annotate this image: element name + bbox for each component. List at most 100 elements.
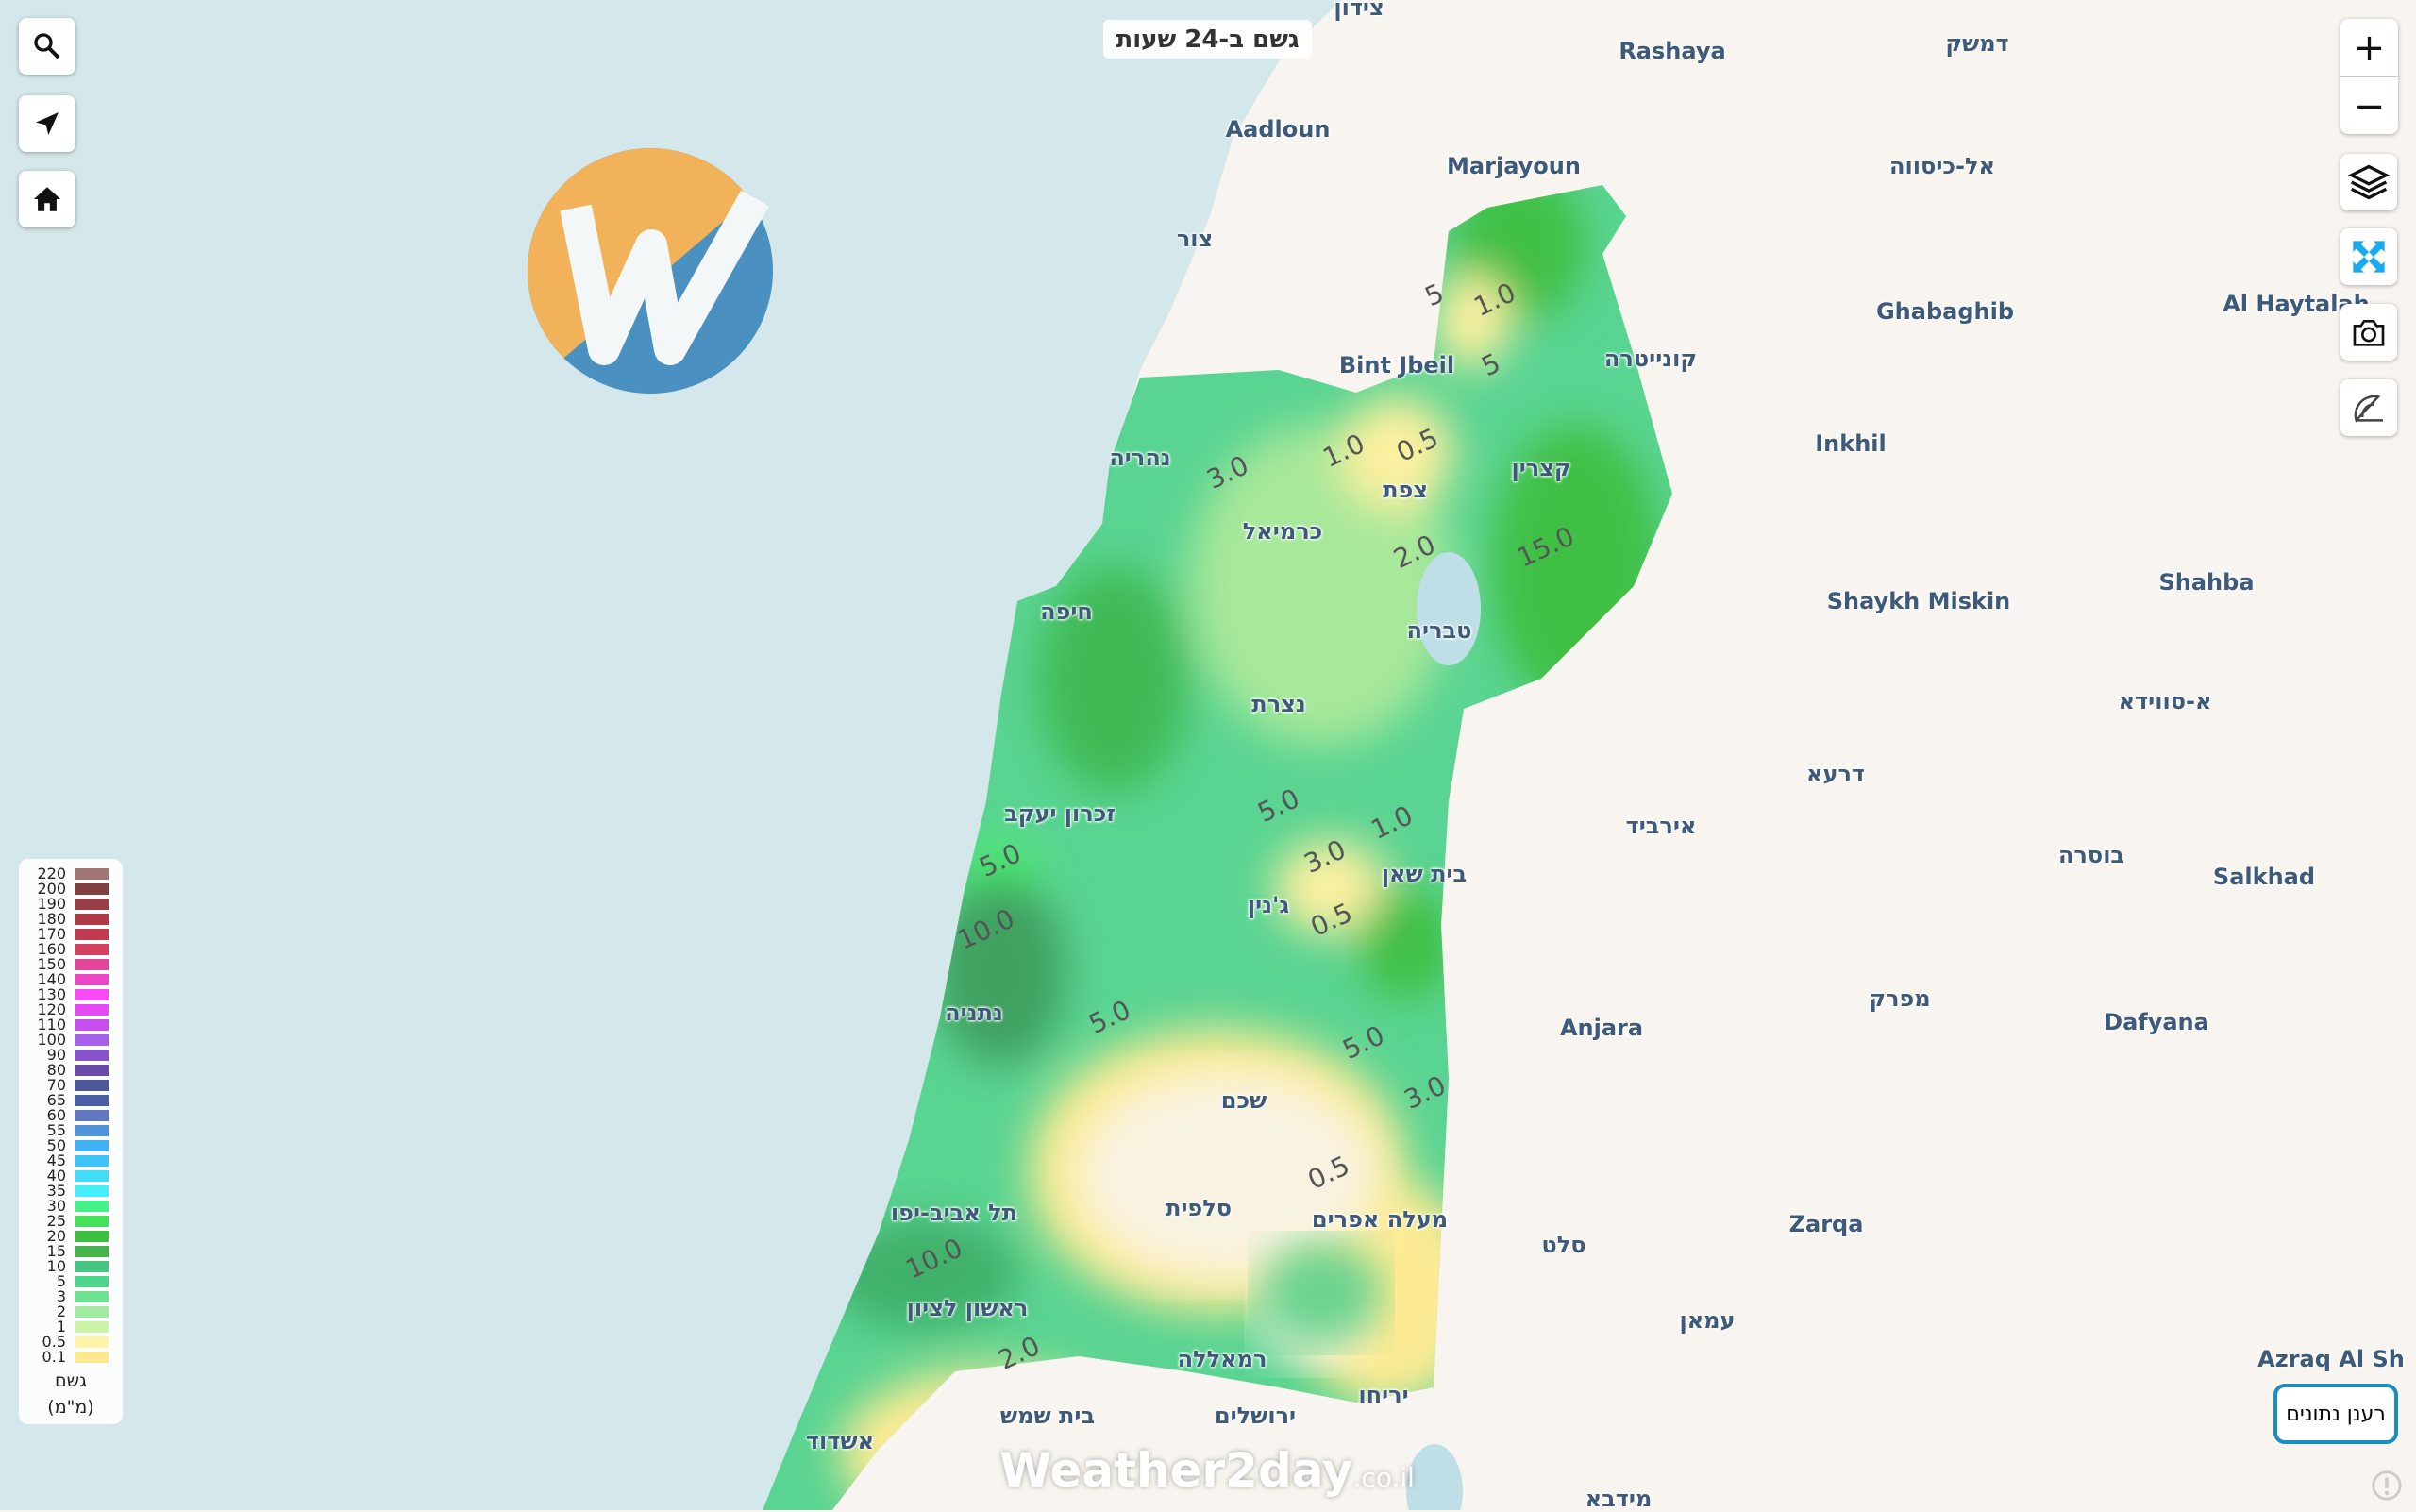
place-label: שכם bbox=[1220, 1087, 1267, 1114]
zoom-in-button[interactable]: + bbox=[2340, 19, 2398, 77]
place-label: מעלה אפרים bbox=[1311, 1206, 1449, 1233]
legend-swatch bbox=[76, 1201, 109, 1212]
legend-row: 40 bbox=[19, 1168, 123, 1184]
legend-row: 60 bbox=[19, 1108, 123, 1123]
place-label: בית שמש bbox=[999, 1403, 1096, 1429]
legend-value: 170 bbox=[37, 925, 66, 943]
place-label: צור bbox=[1176, 226, 1214, 252]
locate-button[interactable] bbox=[19, 95, 76, 152]
legend-value: 220 bbox=[37, 865, 66, 882]
legend-swatch bbox=[76, 1110, 109, 1121]
place-label: Azraq Al Sh bbox=[2257, 1346, 2405, 1372]
legend-swatch bbox=[76, 868, 109, 880]
legend-value: 100 bbox=[37, 1031, 66, 1049]
place-label: סלט bbox=[1541, 1232, 1586, 1258]
legend-row: 150 bbox=[19, 957, 123, 972]
legend-row: 130 bbox=[19, 987, 123, 1002]
legend-row: 15 bbox=[19, 1244, 123, 1259]
zoom-out-button[interactable]: − bbox=[2353, 84, 2386, 128]
legend-swatch bbox=[76, 1170, 109, 1182]
measure-button[interactable] bbox=[2340, 379, 2397, 436]
place-label: אל-כיסווה bbox=[1889, 153, 1995, 179]
place-label: טבריה bbox=[1406, 617, 1472, 644]
legend-value: 150 bbox=[37, 955, 66, 973]
legend-row: 220 bbox=[19, 866, 123, 882]
legend-row: 35 bbox=[19, 1184, 123, 1199]
legend-row: 45 bbox=[19, 1153, 123, 1168]
legend-row: 25 bbox=[19, 1214, 123, 1229]
rain-legend: 220 200 190 180 170 160 150 140 130 120 110 100 90 80… bbox=[19, 859, 123, 1424]
legend-row: 20 bbox=[19, 1229, 123, 1244]
legend-row: 170 bbox=[19, 927, 123, 942]
legend-row: 70 bbox=[19, 1078, 123, 1093]
legend-swatch bbox=[76, 899, 109, 910]
legend-row: 0.1 bbox=[19, 1350, 123, 1365]
home-button[interactable] bbox=[19, 171, 76, 227]
legend-value: 60 bbox=[46, 1106, 66, 1124]
legend-value: 3 bbox=[56, 1287, 66, 1305]
place-label: בוסרה bbox=[2057, 842, 2125, 868]
dead-sea bbox=[1406, 1444, 1463, 1510]
place-label: Salkhad bbox=[2212, 864, 2316, 890]
legend-value: 50 bbox=[46, 1136, 66, 1154]
legend-value: 90 bbox=[46, 1046, 66, 1064]
watermark-main: Weather2day bbox=[999, 1443, 1353, 1498]
layers-icon bbox=[2348, 164, 2390, 200]
locate-arrow-icon bbox=[36, 112, 59, 135]
legend-value: 0.1 bbox=[42, 1348, 66, 1366]
legend-value: 180 bbox=[37, 910, 66, 928]
legend-row: 1 bbox=[19, 1319, 123, 1335]
legend-swatch bbox=[76, 1125, 109, 1136]
legend-value: 65 bbox=[46, 1091, 66, 1109]
place-label: בית שאן bbox=[1381, 861, 1468, 887]
legend-value: 2 bbox=[56, 1302, 66, 1320]
legend-swatch bbox=[76, 1306, 109, 1318]
legend-row: 100 bbox=[19, 1033, 123, 1048]
place-label: Dafyana bbox=[2104, 1009, 2209, 1035]
legend-value: 40 bbox=[46, 1167, 66, 1184]
screenshot-button[interactable] bbox=[2340, 304, 2397, 361]
refresh-data-button[interactable]: רענן נתונים bbox=[2273, 1384, 2398, 1444]
legend-value: 190 bbox=[37, 895, 66, 913]
legend-row: 65 bbox=[19, 1093, 123, 1108]
legend-value: 10 bbox=[46, 1257, 66, 1275]
place-label: ראשון לציון bbox=[906, 1295, 1029, 1321]
legend-swatch bbox=[76, 1065, 109, 1076]
place-label: Rashaya bbox=[1619, 38, 1726, 64]
legend-row: 200 bbox=[19, 882, 123, 897]
place-label: מפרק bbox=[1869, 985, 1931, 1012]
legend-row: 190 bbox=[19, 897, 123, 912]
place-label: עמאן bbox=[1679, 1307, 1736, 1334]
search-button[interactable] bbox=[19, 18, 76, 75]
place-label: נהריה bbox=[1109, 445, 1171, 471]
legend-swatch bbox=[76, 1276, 109, 1287]
legend-swatch bbox=[76, 1034, 109, 1046]
place-label: רמאללה bbox=[1177, 1346, 1267, 1372]
legend-row: 50 bbox=[19, 1138, 123, 1153]
place-label: יריחו bbox=[1358, 1382, 1409, 1408]
legend-swatch bbox=[76, 1185, 109, 1197]
legend-swatch bbox=[76, 944, 109, 955]
legend-swatch bbox=[76, 1080, 109, 1091]
place-label: זכרון יעקב bbox=[1004, 800, 1116, 827]
place-label: כרמיאל bbox=[1242, 518, 1323, 545]
alert-icon[interactable] bbox=[2371, 1470, 2403, 1502]
legend-swatch bbox=[76, 1261, 109, 1272]
layers-button[interactable] bbox=[2340, 154, 2397, 210]
search-icon bbox=[34, 33, 60, 59]
legend-swatch bbox=[76, 914, 109, 925]
place-label: תל אביב-יפו bbox=[890, 1200, 1018, 1226]
legend-row: 0.5 bbox=[19, 1335, 123, 1350]
protractor-icon bbox=[2354, 395, 2383, 423]
place-label: Aadloun bbox=[1225, 116, 1331, 143]
fullscreen-button[interactable] bbox=[2340, 228, 2397, 285]
legend-swatch bbox=[76, 1291, 109, 1302]
legend-swatch bbox=[76, 1140, 109, 1151]
legend-value: 0.5 bbox=[42, 1333, 66, 1351]
place-label: נתניה bbox=[945, 1000, 1003, 1026]
legend-row: 160 bbox=[19, 942, 123, 957]
watermark-suffix: .co.il bbox=[1352, 1462, 1415, 1493]
legend-value: 130 bbox=[37, 985, 66, 1003]
place-label: ירושלים bbox=[1214, 1403, 1297, 1429]
